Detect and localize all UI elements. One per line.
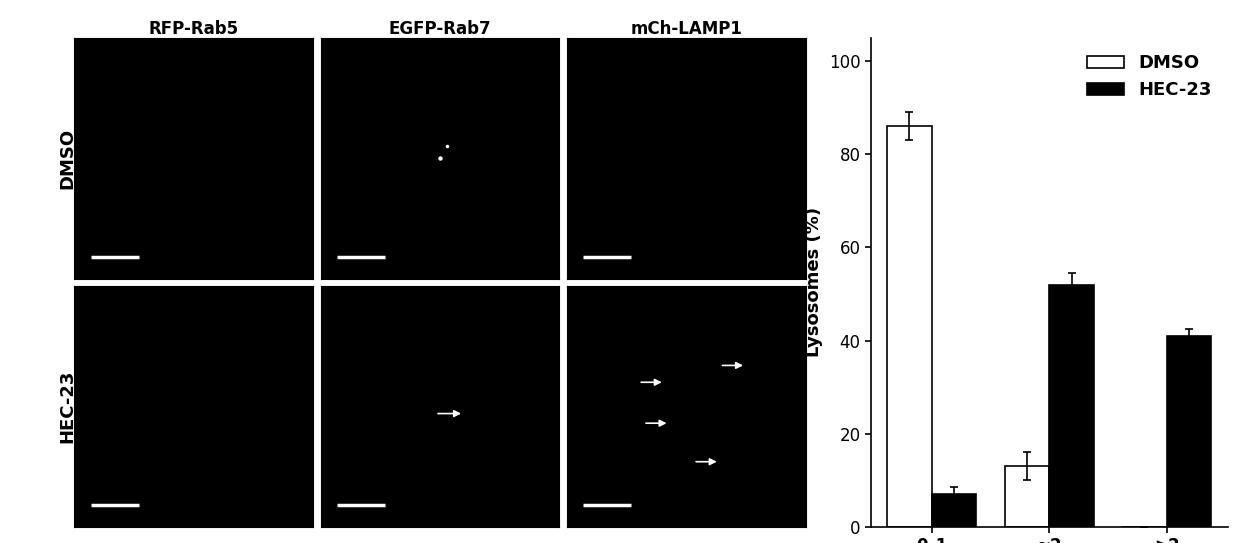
- Bar: [931, 494, 976, 527]
- Title: RFP-Rab5: RFP-Rab5: [149, 20, 239, 38]
- Bar: [1004, 466, 1049, 527]
- Bar: [1167, 336, 1211, 527]
- Y-axis label: Lysosomes (%): Lysosomes (%): [805, 207, 823, 357]
- Title: EGFP-Rab7: EGFP-Rab7: [388, 20, 491, 38]
- Title: mCh-LAMP1: mCh-LAMP1: [630, 20, 742, 38]
- Legend: DMSO, HEC-23: DMSO, HEC-23: [1080, 47, 1219, 106]
- Bar: [1049, 285, 1094, 527]
- Bar: [887, 127, 931, 527]
- Y-axis label: HEC-23: HEC-23: [58, 370, 77, 443]
- Y-axis label: DMSO: DMSO: [58, 128, 77, 189]
